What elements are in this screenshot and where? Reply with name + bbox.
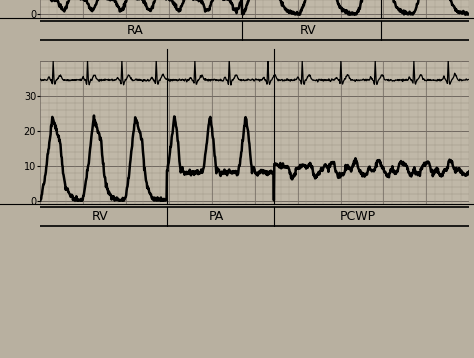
Text: RV: RV xyxy=(92,210,109,223)
Text: RA: RA xyxy=(126,24,143,37)
Text: PA: PA xyxy=(209,210,224,223)
Text: RV: RV xyxy=(300,24,317,37)
Text: PCWP: PCWP xyxy=(340,210,376,223)
